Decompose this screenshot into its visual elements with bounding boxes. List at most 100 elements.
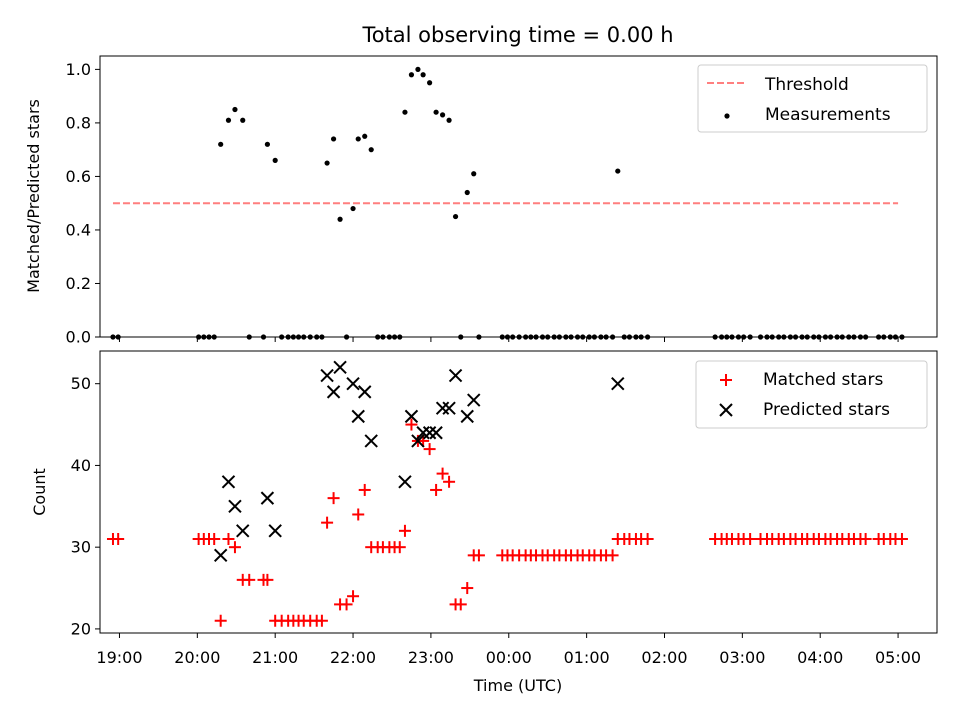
bottom-panel: 20 30 40 50 19:00 20:00 21:00 22:00 23:00 00:00 0…: [30, 350, 938, 695]
matched-star-point: [641, 533, 654, 545]
bottom-y-tick-label: 50: [71, 374, 91, 393]
top-y-tick-label: 0.4: [66, 220, 91, 239]
bottom-x-tick-label: 02:00: [641, 648, 687, 667]
matched-star-point: [472, 549, 485, 562]
top-y-tick-label: 0.8: [66, 113, 91, 132]
matched-star-point: [352, 508, 365, 521]
legend-threshold-label: Threshold: [764, 75, 849, 95]
bottom-x-tick-label: 22:00: [330, 648, 376, 667]
matched-star-point: [321, 516, 334, 529]
predicted-star-point: [460, 409, 474, 424]
predicted-star-point: [346, 376, 360, 391]
matched-star-point: [261, 573, 274, 586]
measurement-point: [402, 109, 408, 115]
top-y-tick-label: 0.2: [66, 274, 91, 293]
predicted-star-point: [364, 434, 378, 448]
matched-star-point: [243, 573, 256, 586]
bottom-y-tick-label: 30: [71, 538, 91, 557]
bottom-x-tick-label: 00:00: [486, 648, 532, 667]
predicted-star-point: [611, 376, 625, 391]
matched-star-point: [423, 443, 436, 456]
bottom-x-ticks: 19:00 20:00 21:00 22:00 23:00 00:00 01:00 02:00…: [96, 633, 921, 667]
predicted-star-point: [260, 491, 275, 505]
bottom-x-tick-label: 01:00: [564, 648, 610, 667]
predicted-star-point: [320, 368, 334, 383]
top-y-ticks: 0.0 0.2 0.4 0.6 0.8 1.0: [66, 60, 100, 347]
bottom-x-tick-label: 03:00: [719, 648, 765, 667]
bottom-x-tick-label: 04:00: [797, 648, 843, 667]
measurement-point: [225, 117, 232, 123]
predicted-star-point: [213, 548, 228, 563]
measurement-point: [218, 141, 224, 147]
measurement-point: [615, 168, 621, 174]
legend-measurements-swatch: [724, 113, 730, 119]
bottom-legend-frame: [695, 360, 928, 429]
predicted-star-point: [326, 385, 341, 399]
top-plot-frame: [99, 55, 938, 338]
matched-star-point: [315, 614, 328, 627]
predicted-star-point: [333, 360, 347, 375]
bottom-x-tick-label: 19:00: [96, 648, 142, 667]
measurement-point: [232, 106, 238, 113]
top-y-axis-label: Matched/Predicted stars: [24, 99, 43, 293]
measurement-point: [362, 133, 368, 139]
measurement-point: [408, 72, 415, 78]
top-y-tick-label: 0.0: [66, 328, 91, 347]
measurement-point: [427, 80, 433, 86]
measurement-point: [464, 189, 470, 196]
top-x-ticks: [118, 337, 899, 342]
measurement-point: [330, 136, 337, 142]
legend-measurements-label: Measurements: [765, 105, 891, 125]
predicted-star-point: [442, 401, 456, 415]
measurement-point: [439, 112, 446, 118]
measurement-point: [415, 66, 421, 72]
predicted-star-point: [351, 409, 365, 424]
measurement-point: [350, 205, 356, 212]
matched-star-point: [895, 533, 908, 545]
predicted-star-point: [422, 426, 437, 440]
bottom-y-ticks: 20 30 40 50: [71, 374, 100, 638]
matched-star-point: [454, 598, 467, 611]
legend-predicted-swatch: [719, 403, 733, 417]
matched-star-point: [393, 541, 406, 554]
predicted-star-point: [228, 499, 242, 514]
matched-star-point: [430, 483, 443, 496]
predicted-star-point: [268, 524, 282, 538]
matched-star-point: [358, 483, 371, 496]
bottom-x-tick-label: 21:00: [252, 648, 298, 667]
bottom-x-tick-label: 20:00: [174, 648, 220, 667]
matched-star-point: [222, 533, 235, 545]
measurement-point: [272, 157, 278, 163]
bottom-x-tick-label: 05:00: [875, 648, 921, 667]
measurement-point: [433, 109, 439, 115]
measurement-point: [446, 117, 452, 123]
legend-predicted-label: Predicted stars: [763, 400, 890, 420]
bottom-y-tick-label: 20: [71, 619, 91, 638]
matched-star-point: [340, 598, 353, 611]
matched-star-point: [214, 614, 227, 627]
matched-star-point: [398, 524, 411, 537]
bottom-y-axis-label: Count: [30, 468, 49, 516]
predicted-star-point: [411, 434, 425, 448]
measurement-point: [420, 72, 426, 78]
matched-star-point: [347, 590, 360, 603]
matched-star-point: [461, 582, 474, 595]
matched-star-point: [228, 541, 241, 554]
top-legend: Threshold Measurements: [697, 64, 928, 133]
predicted-star-point: [429, 426, 443, 440]
matched-star-point: [606, 549, 619, 562]
predicted-star-point: [416, 426, 430, 440]
predicted-star-point: [404, 409, 419, 424]
legend-matched-label: Matched stars: [763, 370, 883, 390]
predicted-star-point: [221, 475, 236, 489]
measurement-point: [240, 117, 246, 123]
bottom-y-tick-label: 40: [71, 456, 91, 475]
measurement-point: [355, 136, 361, 142]
matched-star-point: [208, 533, 221, 545]
measurement-point: [471, 171, 477, 177]
predicted-star-point: [236, 524, 250, 538]
predicted-star-point: [435, 401, 450, 415]
top-y-tick-label: 0.6: [66, 167, 91, 186]
matched-star-point: [443, 475, 456, 488]
